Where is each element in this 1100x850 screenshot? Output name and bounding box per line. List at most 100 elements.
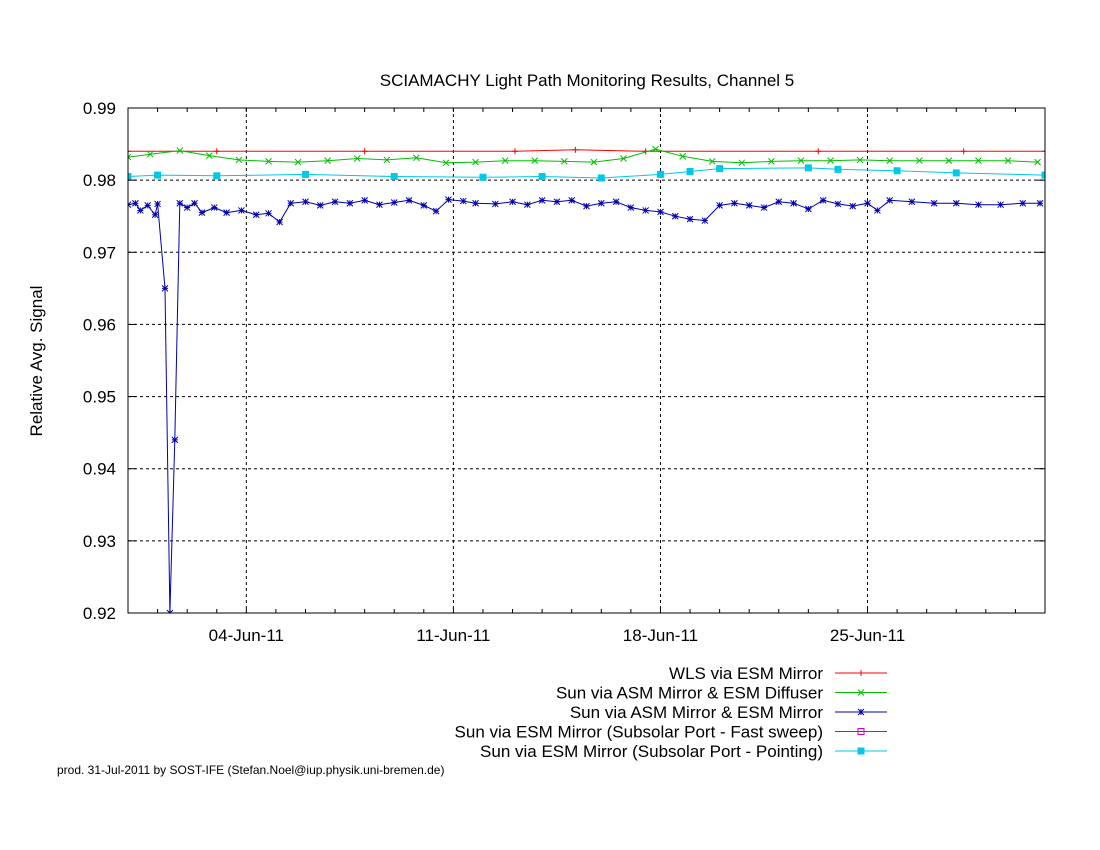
marker-stroke [553, 198, 561, 206]
marker-stroke [1036, 199, 1044, 207]
marker-stroke [169, 609, 174, 613]
data-point [975, 157, 982, 165]
data-point [834, 200, 842, 208]
marker-stroke [930, 199, 938, 207]
data-point [975, 201, 982, 209]
marker-stroke [376, 201, 383, 209]
marker-stroke [472, 199, 479, 207]
data-point [265, 209, 272, 217]
marker-stroke [886, 157, 894, 165]
data-point [1004, 157, 1012, 165]
data-point [213, 172, 221, 180]
legend-label: Sun via ESM Mirror (Subsolar Port - Poin… [480, 742, 823, 761]
legend-label: Sun via ESM Mirror (Subsolar Port - Fast… [455, 723, 823, 742]
marker-stroke [856, 156, 864, 164]
data-point [656, 170, 664, 178]
marker-stroke [166, 609, 171, 613]
data-point [652, 145, 659, 153]
data-point [930, 199, 938, 207]
data-point [302, 198, 309, 206]
data-point [590, 158, 598, 166]
series-1 [128, 146, 1045, 155]
data-point [176, 147, 184, 154]
data-point [183, 204, 191, 211]
marker-stroke [1004, 157, 1012, 165]
marker-stroke [560, 158, 568, 165]
data-point [128, 153, 132, 161]
data-point [679, 152, 686, 160]
plot-border [127, 107, 1046, 614]
marker-stroke [171, 436, 179, 444]
series-line [128, 167, 1045, 179]
data-point [849, 202, 857, 210]
marker-stroke [523, 201, 531, 209]
data-point [960, 148, 967, 155]
marker-stroke [128, 153, 132, 158]
data-point [405, 196, 413, 204]
marker-stroke [612, 198, 620, 206]
footer-credit: prod. 31-Jul-2011 by SOST-IFE (Stefan.No… [57, 763, 445, 777]
marker-shape [857, 728, 865, 735]
data-point [361, 148, 368, 155]
data-point [512, 148, 519, 155]
marker-stroke [235, 156, 243, 164]
marker-stroke [945, 157, 953, 165]
data-point [568, 196, 576, 204]
marker-shape [1041, 171, 1045, 179]
data-point [376, 201, 383, 209]
data-point [383, 156, 391, 164]
data-point [716, 202, 723, 209]
data-point [708, 158, 716, 165]
data-point [238, 207, 245, 214]
marker-stroke [886, 196, 894, 204]
data-point [491, 200, 499, 208]
x-tick-label: 18-Jun-11 [623, 626, 698, 645]
marker-stroke [997, 201, 1004, 209]
data-point [420, 202, 428, 209]
data-point [834, 165, 842, 173]
data-point [775, 198, 783, 206]
data-point [642, 207, 650, 214]
data-point [432, 207, 440, 215]
data-point [686, 167, 694, 175]
data-point [738, 159, 746, 167]
data-point [166, 609, 174, 613]
data-point [171, 436, 179, 444]
marker-stroke [652, 145, 659, 153]
data-point [790, 199, 797, 207]
marker-stroke [790, 199, 797, 207]
marker-stroke [265, 209, 272, 217]
legend-label: Sun via ASM Mirror & ESM Mirror [570, 703, 823, 722]
data-point [1034, 158, 1041, 166]
y-tick-label: 0.95 [83, 388, 116, 407]
data-point [597, 174, 605, 182]
data-point [553, 198, 561, 206]
data-point [346, 199, 354, 207]
data-point [583, 202, 590, 210]
data-point [459, 197, 467, 205]
y-tick-label: 0.97 [83, 243, 116, 262]
data-point [287, 199, 295, 207]
x-tick-label: 25-Jun-11 [830, 626, 905, 645]
data-point [531, 157, 539, 165]
marker-stroke [975, 157, 982, 165]
x-tick-label: 11-Jun-11 [416, 626, 490, 645]
marker-stroke [294, 158, 302, 166]
marker-shape [804, 164, 812, 172]
series-2 [128, 145, 1041, 167]
marker-stroke [627, 204, 635, 211]
y-tick-label: 0.96 [83, 315, 116, 334]
data-point [191, 199, 198, 207]
data-point [479, 173, 487, 181]
data-point [223, 209, 230, 216]
data-point [886, 196, 894, 204]
marker-shape [857, 747, 865, 755]
marker-stroke [642, 207, 650, 214]
marker-stroke [745, 202, 753, 209]
marker-stroke [183, 204, 191, 211]
data-point [731, 199, 738, 207]
data-point [198, 209, 206, 216]
data-point [353, 155, 361, 162]
